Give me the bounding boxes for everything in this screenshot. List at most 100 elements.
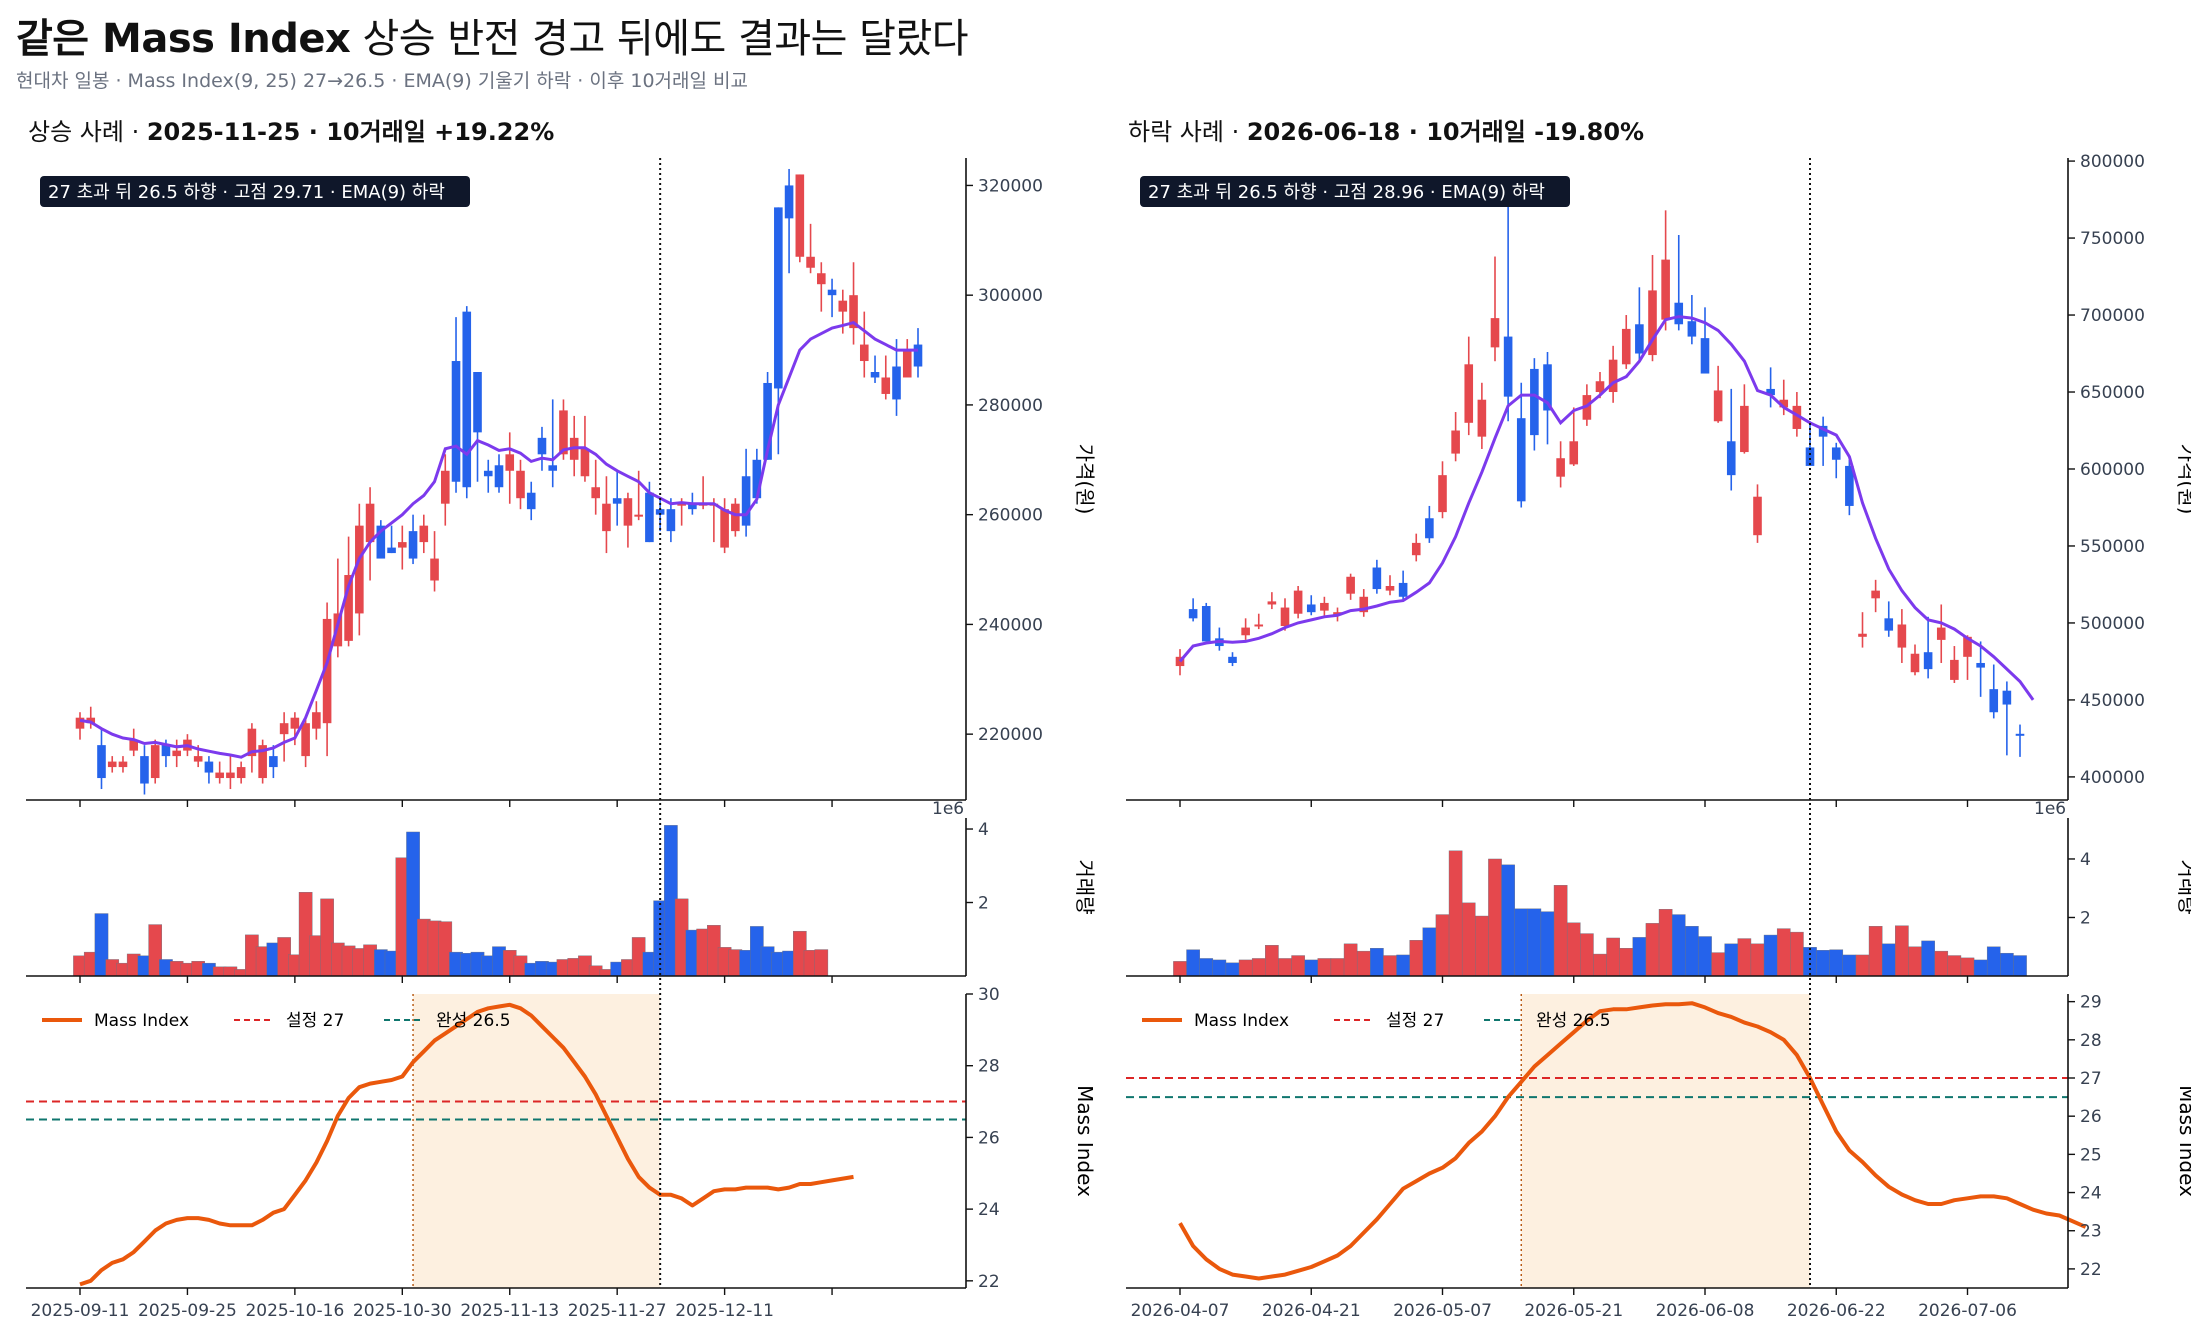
volume-bar [1186, 949, 1200, 977]
volume-bar [1238, 959, 1253, 977]
candle-body [97, 745, 106, 779]
badge-text: 27 초과 뒤 26.5 하향 · 고점 29.71 · EMA(9) 하락 [48, 182, 445, 203]
candle-body [817, 273, 826, 285]
candle-body [1871, 590, 1880, 599]
x-tick-label: 2026-06-22 [1787, 1301, 1886, 1321]
panel-heading-down: 하락 사례 · 2026-06-18 · 10거래일 -19.80% [1128, 118, 1645, 146]
candle-body [548, 465, 558, 471]
mass-tick-label: 24 [978, 1200, 1000, 1220]
candle-body [1451, 430, 1460, 454]
price-offset-text: 1e6 [932, 799, 964, 819]
candle-body [1398, 582, 1408, 597]
candle-body [838, 300, 848, 312]
candle-body [172, 750, 181, 757]
volume-bar [1763, 934, 1778, 977]
price-tick-label: 300000 [978, 286, 1043, 306]
mass-tick-label: 27 [2080, 1069, 2102, 1089]
candle-body [215, 772, 224, 779]
candle-body [236, 767, 246, 779]
volume-bar [1225, 962, 1240, 977]
candle-body [559, 410, 568, 455]
volume-bar [1632, 937, 1647, 977]
volume-bar [1422, 927, 1437, 977]
volume-bar [1737, 938, 1752, 977]
candles-up [75, 168, 923, 795]
volume-bar [1501, 864, 1515, 977]
volume-bar [1881, 943, 1896, 977]
candle-body [537, 437, 547, 455]
volume-bar [1724, 943, 1739, 977]
price-axis-label: 가격(원) [2175, 444, 2191, 515]
price-axis-label: 가격(원) [1073, 444, 1097, 515]
badge-text: 27 초과 뒤 26.5 하향 · 고점 28.96 · EMA(9) 하락 [1148, 182, 1545, 203]
candle-body [1740, 405, 1749, 453]
volume-bar [1671, 914, 1686, 977]
volume-bar [1448, 850, 1463, 977]
x-tick-label: 2026-06-08 [1656, 1301, 1755, 1321]
axes-down: 400000 450000 500000 550000 600000 650000 7000… [1126, 152, 2191, 1321]
candle-body [1713, 390, 1723, 422]
volume-tick-label: 2 [2080, 908, 2091, 928]
candle-body [1963, 636, 1972, 657]
candle-body [1687, 321, 1697, 337]
volume-bar [1199, 958, 1214, 977]
price-tick-label: 700000 [2080, 306, 2145, 326]
candle-body [1884, 618, 1894, 631]
x-tick-label: 2026-04-07 [1131, 1301, 1230, 1321]
candle-body [731, 503, 740, 532]
volume-bar [1278, 958, 1292, 977]
volume-bar [1396, 954, 1410, 977]
x-tick-label: 2026-05-21 [1524, 1301, 1623, 1321]
candle-body [720, 509, 729, 548]
x-tick-label: 2025-09-25 [138, 1301, 237, 1321]
mass-index-line-up [79, 1002, 854, 1287]
volume-bar [1776, 928, 1791, 977]
mass-legend-down: Mass Index 설정 27 완성 26.5 [1142, 1011, 1611, 1031]
candle-body [1464, 364, 1474, 423]
candle-body [1608, 359, 1618, 393]
chart-title: 같은 Mass Index 상승 반전 경고 뒤에도 결과는 달랐다 [16, 16, 969, 62]
candle-body [1516, 418, 1526, 502]
volume-bar [1645, 923, 1660, 977]
candle-body [161, 745, 171, 757]
candle-body [752, 459, 762, 499]
candle-body [258, 745, 267, 779]
candle-body [290, 717, 300, 729]
candle-body [1805, 447, 1815, 466]
signal-badge-up: 27 초과 뒤 26.5 하향 · 고점 29.71 · EMA(9) 하락 [40, 176, 470, 207]
volume-bar [1356, 950, 1371, 977]
candle-body [666, 509, 676, 532]
candle-body [1490, 318, 1500, 348]
candle-body [419, 525, 429, 543]
volume-bar [1566, 922, 1581, 977]
candle-body [1648, 290, 1657, 356]
badge-background [40, 176, 470, 207]
volume-bar [1829, 949, 1844, 977]
candle-body [1897, 624, 1907, 648]
volume-tick-label: 4 [978, 820, 989, 840]
volume-bar [1580, 933, 1594, 977]
candle-body [1635, 324, 1644, 354]
price-tick-label: 650000 [2080, 383, 2145, 403]
legend-label-trigger: 완성 26.5 [436, 1011, 511, 1031]
volume-bar [1370, 948, 1384, 977]
candle-body [440, 470, 450, 504]
volume-axis-label: 거래량 [2175, 859, 2191, 914]
candle-body [1976, 662, 1985, 668]
candle-body [408, 531, 418, 559]
volume-bar [1527, 908, 1542, 977]
signal-badge-down: 27 초과 뒤 26.5 하향 · 고점 28.96 · EMA(9) 하락 [1140, 176, 1570, 207]
volume-bar [1816, 950, 1830, 977]
volume-bar [1685, 926, 1699, 977]
volume-bar [1803, 947, 1817, 977]
panel-heading-up: 상승 사례 · 2025-11-25 · 10거래일 +19.22% [28, 118, 555, 146]
volume-bar [1461, 902, 1476, 977]
mass-tick-label: 24 [2080, 1184, 2102, 1204]
price-tick-label: 800000 [2080, 152, 2145, 172]
price-tick-label: 500000 [2080, 614, 2145, 634]
legend-label-mass: Mass Index [94, 1011, 189, 1031]
panel-down: 27 초과 뒤 26.5 하향 · 고점 28.96 · EMA(9) 하락 Ma… [1126, 152, 2191, 1321]
candle-body [150, 745, 160, 779]
candle-body [140, 756, 149, 784]
